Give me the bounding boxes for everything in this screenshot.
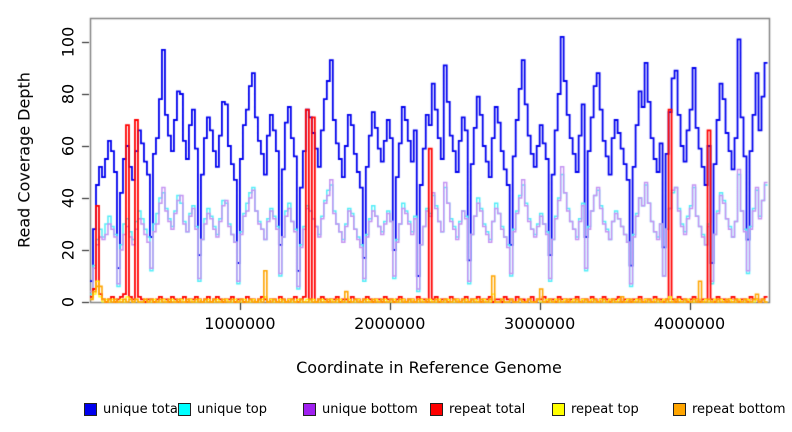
legend-label: repeat top (571, 401, 639, 417)
legend-swatch-icon (178, 402, 191, 416)
legend-label: unique top (197, 401, 268, 417)
legend-label: repeat total (449, 401, 526, 417)
x-tick-label: 3000000 (504, 314, 576, 333)
y-tick-label: 40 (58, 187, 78, 209)
legend-item-unique-bottom: unique bottom (303, 400, 418, 418)
legend-label: unique total (103, 401, 182, 417)
y-axis-title: Read Coverage Depth (14, 72, 34, 248)
chart-legend: unique total unique top unique bottom repea… (0, 400, 792, 420)
legend-label: unique bottom (322, 401, 418, 417)
legend-label: repeat bottom (692, 401, 786, 417)
x-tick-label: 2000000 (354, 314, 426, 333)
legend-item-repeat-total: repeat total (430, 400, 525, 418)
legend-swatch-icon (84, 402, 97, 416)
legend-item-repeat-top: repeat top (552, 400, 639, 418)
legend-item-unique-top: unique top (178, 400, 267, 418)
legend-item-repeat-bottom: repeat bottom (673, 400, 786, 418)
legend-item-unique-total: unique total (84, 400, 181, 418)
y-tick-label: 80 (58, 83, 78, 105)
legend-swatch-icon (673, 402, 686, 416)
y-tick-label: 100 (58, 26, 78, 58)
legend-swatch-icon (303, 402, 316, 416)
x-axis-title: Coordinate in Reference Genome (296, 358, 562, 377)
x-tick-label: 4000000 (653, 314, 726, 333)
x-tick-label: 1000000 (204, 314, 276, 333)
y-tick-label: 20 (58, 239, 78, 261)
legend-swatch-icon (552, 402, 565, 416)
y-tick-label: 60 (58, 135, 78, 157)
y-tick-label: 0 (58, 296, 78, 308)
legend-swatch-icon (430, 402, 443, 416)
